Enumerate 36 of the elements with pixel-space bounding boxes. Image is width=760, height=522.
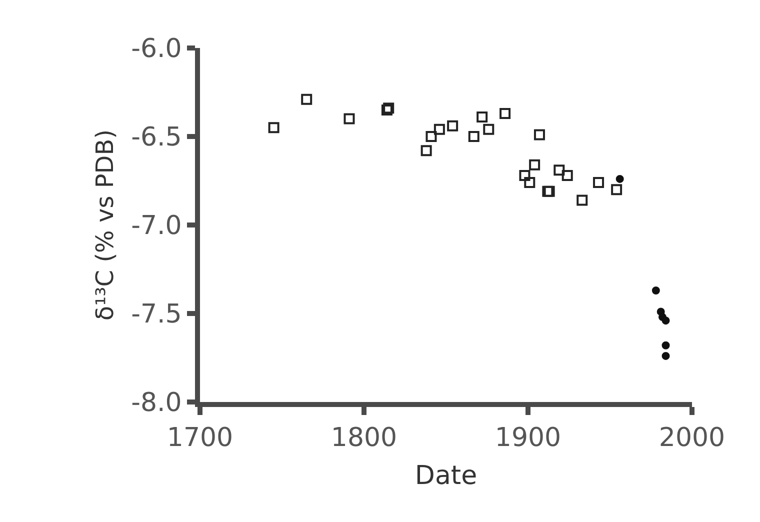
point [426, 131, 437, 142]
y-tick-label: -6.0 [131, 34, 182, 64]
point [529, 159, 540, 170]
point [662, 352, 670, 360]
point [344, 113, 355, 124]
point [420, 145, 432, 156]
point [447, 120, 458, 132]
point [500, 108, 511, 119]
point [519, 170, 530, 181]
point [468, 131, 480, 142]
y-tick-label: -7.5 [131, 300, 182, 330]
point [576, 194, 588, 206]
point [476, 112, 488, 123]
point [554, 164, 565, 176]
point [301, 94, 312, 105]
y-tick-label: -8.0 [131, 388, 182, 418]
point [534, 129, 545, 140]
point [593, 177, 604, 188]
point [562, 170, 573, 181]
point [611, 184, 622, 196]
point [652, 286, 660, 294]
y-tick-label: -6.5 [131, 122, 182, 153]
x-tick-label: 1800 [330, 423, 398, 454]
point [662, 316, 670, 325]
point [268, 122, 280, 134]
point [483, 124, 494, 135]
x-axis-title: Date [414, 460, 478, 491]
x-tick-label: 1700 [166, 423, 234, 454]
point [662, 341, 670, 350]
point [524, 177, 536, 188]
point [434, 124, 445, 135]
y-axis-title: δ¹³C (% vs PDB) [91, 129, 120, 321]
y-tick-label: -7.0 [131, 211, 182, 242]
x-tick-label: 1900 [494, 423, 562, 454]
point [616, 174, 624, 183]
x-tick-label: 2000 [658, 423, 726, 454]
